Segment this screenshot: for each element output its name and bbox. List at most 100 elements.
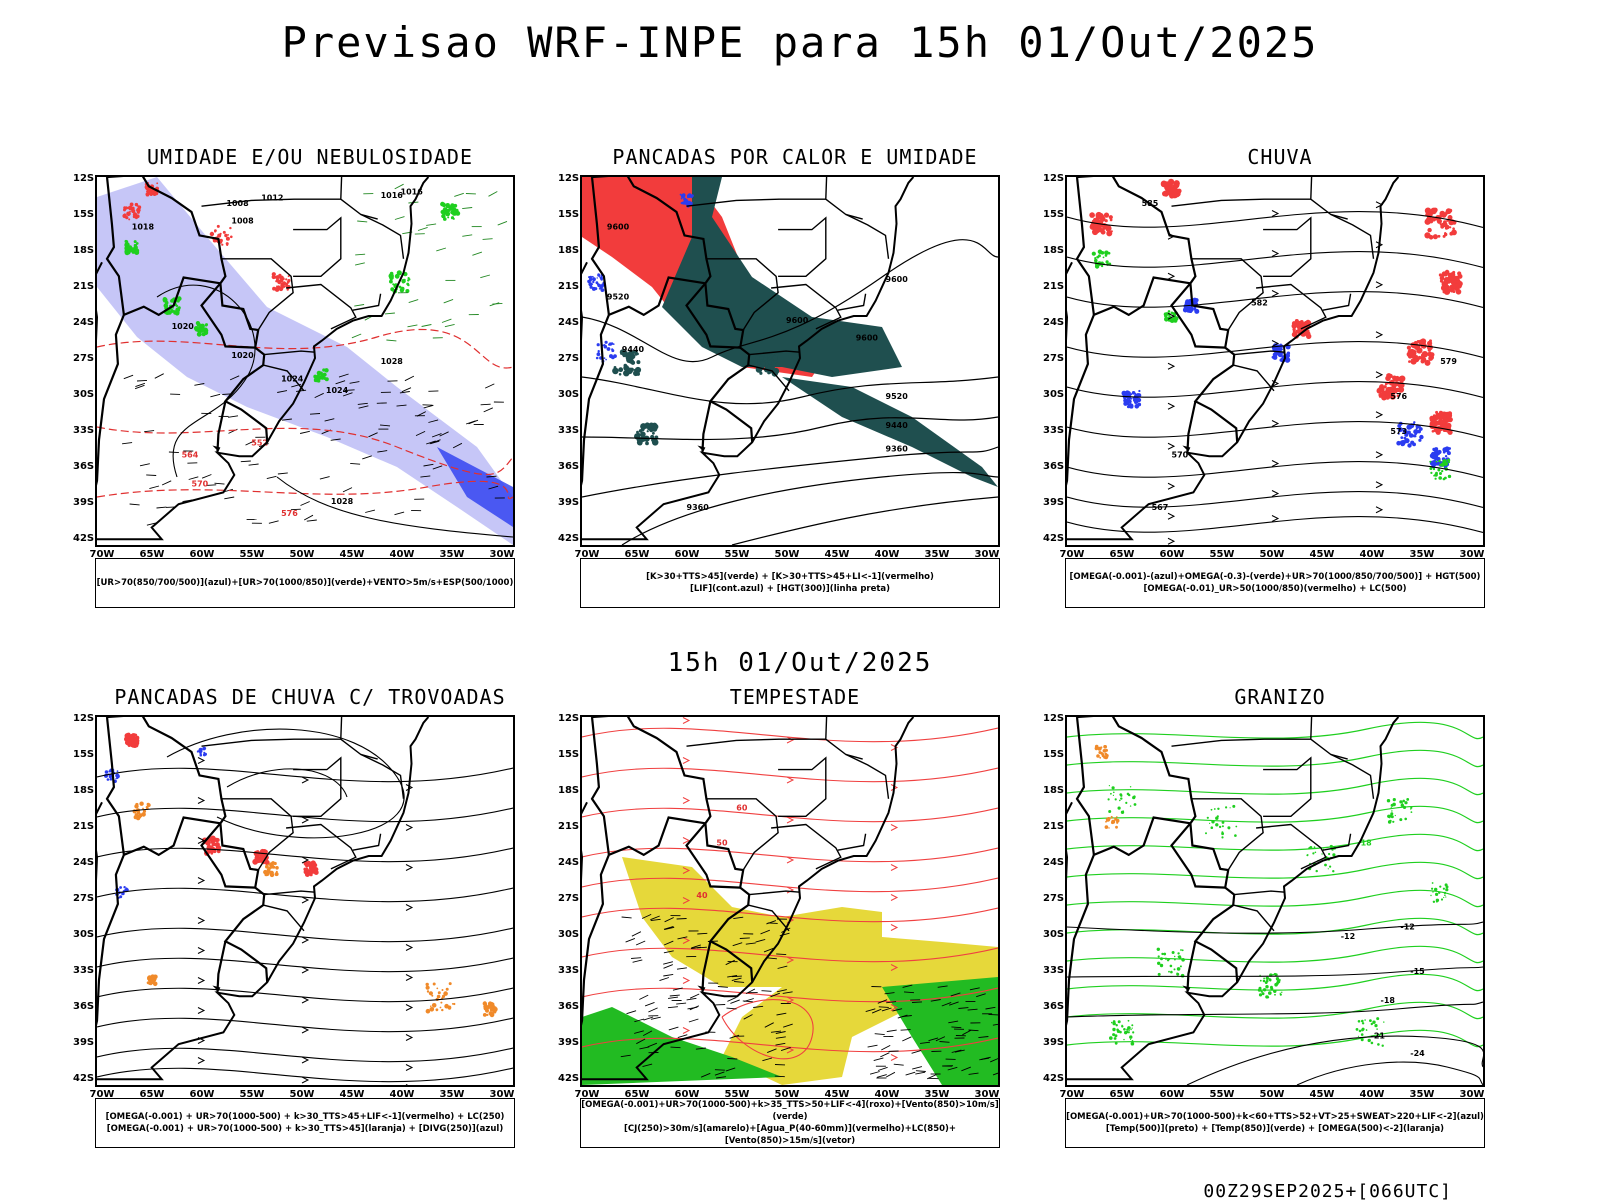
temp850-contour xyxy=(1067,806,1483,822)
wind-vector xyxy=(989,1014,999,1015)
hgt500-stream-arrow xyxy=(1272,461,1278,467)
contour-label: 1012 xyxy=(261,193,283,202)
lat-tick-label: 39S xyxy=(73,1037,93,1048)
temp850-green xyxy=(1234,834,1237,837)
green-contour-dot xyxy=(407,284,409,286)
temp850-green xyxy=(1261,991,1263,993)
lc250-stream xyxy=(97,928,513,942)
rain-green xyxy=(1433,468,1435,470)
contour-label: 1008 xyxy=(231,217,254,226)
wind-vector xyxy=(146,475,156,476)
lif-contour-dot xyxy=(590,286,593,289)
lat-tick-label: 42S xyxy=(1043,533,1063,544)
contour-label: 9520 xyxy=(607,293,630,302)
wind-vector xyxy=(727,997,736,1001)
wind-vector xyxy=(149,486,159,489)
temp850-green xyxy=(1431,888,1433,890)
rain-red xyxy=(1162,191,1167,196)
thunder-orange xyxy=(153,982,158,987)
lc250-stream-arrow xyxy=(406,1005,412,1011)
wind-vector xyxy=(689,1019,699,1022)
lc250-stream-arrow xyxy=(406,1065,412,1071)
temp850-green xyxy=(1435,893,1438,896)
temp850-green xyxy=(1266,977,1269,980)
wind-vector xyxy=(489,192,498,197)
thunder-orange xyxy=(452,1003,454,1005)
contour-label: -15 xyxy=(1410,967,1425,976)
panel-title: PANCADAS DE CHUVA C/ TROVOADAS xyxy=(55,685,525,709)
lat-tick-label: 12S xyxy=(558,173,578,184)
temp850-green xyxy=(1174,968,1176,970)
rain-blue xyxy=(1126,391,1128,393)
wind-vector xyxy=(768,923,778,924)
lat-tick-label: 24S xyxy=(558,317,578,328)
teal-dot xyxy=(755,355,760,360)
temp850-green xyxy=(1443,888,1445,890)
contour-label: 9360 xyxy=(687,503,710,512)
temp850-green xyxy=(1392,803,1396,807)
green-contour-dot xyxy=(455,211,460,216)
thunder-orange xyxy=(489,1011,493,1015)
wind-vector xyxy=(671,1047,681,1048)
teal-dot xyxy=(647,430,649,432)
lc850-stream-arrow xyxy=(891,825,897,831)
green-contour-dot xyxy=(163,297,167,301)
temp850-green xyxy=(1174,956,1175,957)
state-border xyxy=(1172,717,1312,746)
lat-tick-label: 27S xyxy=(558,353,578,364)
temp850-green xyxy=(1263,980,1266,983)
wind-vector xyxy=(462,235,472,237)
rain-red xyxy=(1109,215,1113,219)
temp850-green xyxy=(1232,805,1235,808)
rain-red xyxy=(1408,360,1411,363)
rain-blue xyxy=(1447,451,1451,455)
contour-label: 40 xyxy=(696,891,708,900)
lat-tick-label: 36S xyxy=(558,461,578,472)
omega-orange xyxy=(1116,816,1118,818)
lif-contour-dot xyxy=(683,201,686,204)
lc850-stream-arrow xyxy=(891,1055,897,1061)
temp850-green xyxy=(1259,993,1262,996)
wind-vector xyxy=(405,376,414,381)
wind-vector xyxy=(677,919,687,920)
wind-vector xyxy=(668,1007,678,1008)
lc250-stream xyxy=(97,1018,513,1032)
lc850-stream-arrow xyxy=(683,718,689,724)
rain-green xyxy=(1433,475,1435,477)
rain-red xyxy=(1428,343,1431,346)
thunder-orange xyxy=(427,990,429,992)
temp850-green xyxy=(1259,987,1262,990)
lc250-stream xyxy=(227,769,347,797)
rain-red xyxy=(1292,323,1297,328)
omega-orange xyxy=(1111,821,1114,824)
state-border xyxy=(838,294,866,310)
thunder-orange xyxy=(490,1002,493,1005)
temp850-green xyxy=(1219,826,1221,828)
temp850-green xyxy=(1131,1024,1133,1026)
red-contour-dot xyxy=(124,213,126,215)
wind-vector xyxy=(880,1053,889,1057)
thunder-red xyxy=(125,733,131,739)
green-contour-dot xyxy=(402,281,404,283)
omega-orange xyxy=(1108,827,1109,828)
divergence-blue xyxy=(199,749,202,752)
lat-tick-label: 33S xyxy=(73,425,93,436)
red-contour-dot xyxy=(135,203,138,206)
thunder-orange xyxy=(275,866,279,870)
lif-contour-dot xyxy=(601,278,603,280)
lat-tick-label: 12S xyxy=(73,713,93,724)
rain-red xyxy=(1452,227,1455,230)
panel-title: PANCADAS POR CALOR E UMIDADE xyxy=(540,145,1010,169)
wind-vector xyxy=(775,1076,785,1077)
rain-blue xyxy=(1186,301,1188,303)
temp500-contour xyxy=(1067,922,1483,933)
divergence-blue xyxy=(117,770,119,772)
wind-vector xyxy=(162,481,171,485)
lc850-stream-arrow xyxy=(683,798,689,804)
temp850-green xyxy=(1374,1024,1377,1027)
red-contour-dot xyxy=(131,209,135,213)
wind-vector xyxy=(677,968,687,969)
